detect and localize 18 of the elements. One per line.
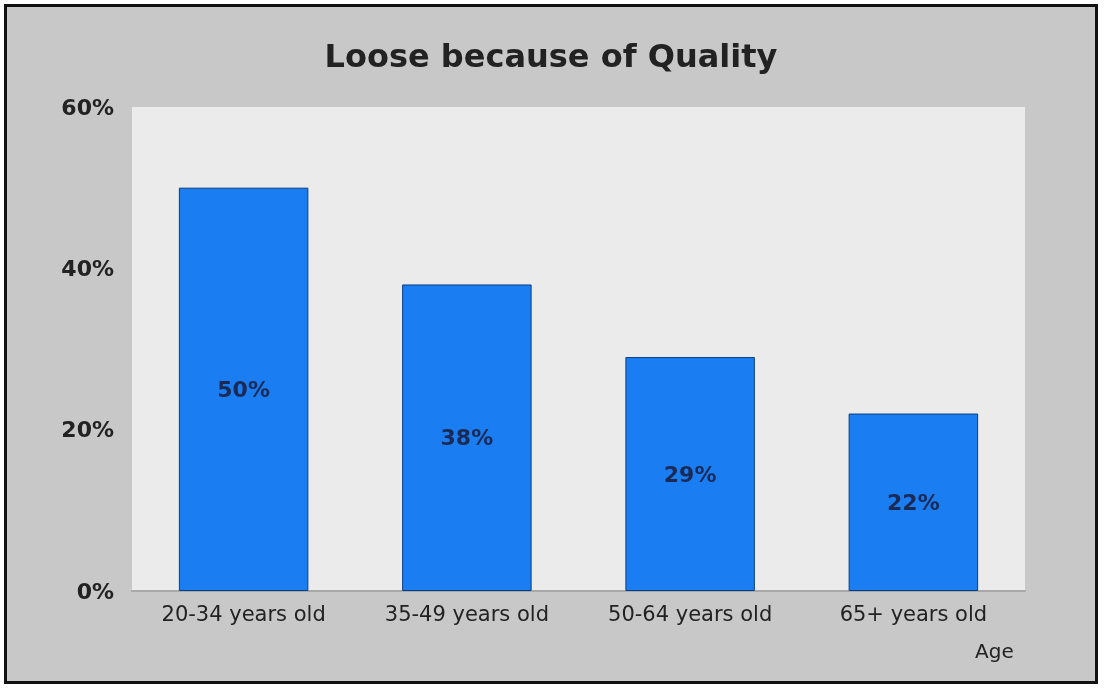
x-tick-label: 65+ years old (839, 601, 988, 626)
x-axis-title: Age (975, 639, 1014, 663)
data-label: 29% (663, 461, 717, 487)
x-tick-label: 20-34 years old (161, 601, 326, 626)
y-tick-label: 20% (61, 417, 114, 443)
bar (848, 413, 979, 591)
bar (402, 284, 532, 591)
data-label: 22% (887, 489, 940, 515)
x-tick-label: 50-64 years old (608, 601, 773, 626)
bar (178, 187, 309, 591)
data-label: 50% (217, 376, 270, 402)
data-label: 38% (440, 425, 494, 451)
y-tick-label: 40% (61, 255, 114, 281)
x-tick-label: 35-49 years old (384, 601, 549, 626)
chart-title: Loose because of Quality (324, 37, 778, 75)
y-tick-label: 60% (61, 94, 114, 120)
y-tick-label: 0% (76, 578, 114, 604)
bar (625, 357, 755, 591)
